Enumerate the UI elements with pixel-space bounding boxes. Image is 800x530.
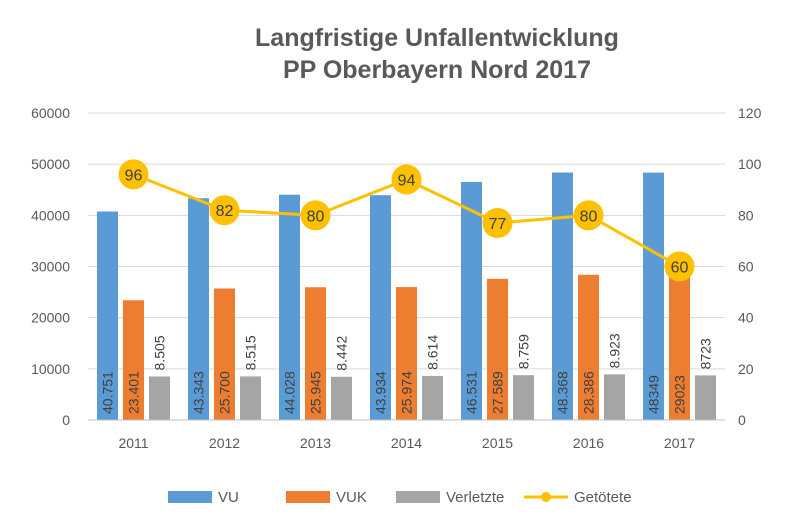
legend-swatch [396,491,440,503]
line-point [391,164,422,195]
y-axis-right: 0 20 40 60 80 100 120 [738,105,762,428]
bar [422,375,443,420]
point-value-label: 96 [125,167,143,184]
point-value-label: 82 [216,203,234,220]
legend-swatch [286,491,330,503]
line-point [482,208,513,239]
bar [643,172,664,420]
bar-value-label: 25.700 [217,371,233,414]
y2-tick-label: 60 [738,259,754,275]
legend-label: Getötete [574,489,632,506]
line-point [209,195,240,226]
line-point [573,200,604,231]
point-value-label: 80 [307,208,325,225]
bar-value-label: 8723 [698,338,714,369]
bar-value-label: 48.368 [555,371,571,414]
bar [149,376,170,420]
legend: VU VUK Verletzte Getötete [168,489,632,506]
bar-value-label: 25.974 [399,371,415,414]
line-point [300,200,331,231]
x-tick-label: 2015 [482,435,513,451]
bar-value-label: 48349 [646,375,662,414]
bar [461,181,482,420]
bar [97,211,118,420]
bar [396,287,417,420]
bar [669,271,690,420]
chart-title-group: Langfristige Unfallentwicklung PP Oberba… [255,24,619,84]
y-tick-label: 60000 [31,105,70,121]
bars [97,172,716,420]
y2-tick-label: 120 [738,105,762,121]
y-tick-label: 20000 [31,310,70,326]
bar-value-label: 28.386 [581,371,597,414]
x-tick-label: 2011 [118,435,148,451]
legend-label: VU [218,489,239,506]
legend-label: Verletzte [446,489,504,506]
x-tick-label: 2013 [300,435,331,451]
bar-value-label: 8.515 [243,335,259,370]
bar [214,288,235,420]
bar [123,300,144,420]
bar-value-label: 23.401 [126,371,142,414]
x-tick-label: 2014 [391,435,422,451]
y2-tick-label: 0 [738,412,746,428]
bar-value-label: 43.343 [191,371,207,414]
y-axis-left: 0 10000 20000 30000 40000 50000 60000 [31,105,70,428]
bar [695,375,716,420]
y-tick-label: 10000 [31,361,70,377]
bar-value-label: 25.945 [308,371,324,414]
point-value-label: 80 [580,208,598,225]
chart-title: Langfristige Unfallentwicklung [255,24,619,52]
bar-value-label: 8.505 [152,335,168,370]
legend-swatch-marker [541,492,551,502]
bar-value-label: 29023 [672,375,688,414]
chart-subtitle: PP Oberbayern Nord 2017 [283,56,591,84]
y-tick-label: 30000 [31,259,70,275]
bar [513,375,534,420]
bar [487,278,508,420]
y2-tick-label: 20 [738,361,754,377]
y-tick-label: 40000 [31,207,70,223]
bar [188,198,209,420]
x-axis: 2011 2012 2013 2014 2015 2016 2017 [88,419,725,451]
bar-value-label: 8.923 [607,333,623,368]
bar-value-label: 44.028 [282,371,298,414]
bar [240,376,261,420]
bar-value-label: 8.759 [516,334,532,369]
bar-value-label: 8.442 [334,336,350,371]
bar-value-label: 46.531 [464,371,480,414]
bar-value-label: 8.614 [425,335,441,370]
y2-tick-label: 80 [738,207,754,223]
y-tick-label: 0 [62,412,70,428]
y2-tick-label: 40 [738,310,754,326]
y-tick-label: 50000 [31,156,70,172]
point-value-label: 60 [671,260,689,277]
bar-value-label: 43.934 [373,371,389,414]
line-point [664,251,695,282]
point-value-label: 94 [398,173,416,190]
bar [370,195,391,420]
bar-value-label: 27.589 [490,371,506,414]
line-point [118,159,149,190]
x-tick-label: 2016 [573,435,604,451]
bar [305,287,326,420]
bar [279,194,300,420]
point-value-label: 77 [489,216,507,233]
legend-swatch [168,491,212,503]
y2-tick-label: 100 [738,156,762,172]
bar-labels: 40.751 23.401 8.505 43.343 25.700 8.515 44.028… [100,333,714,414]
bar [552,172,573,420]
legend-label: VUK [336,489,367,506]
bar-value-label: 40.751 [100,371,116,414]
x-tick-label: 2012 [209,435,240,451]
bar [604,374,625,420]
bar [578,274,599,420]
line-series: 96 82 80 94 77 80 60 [118,159,695,282]
bar [331,376,352,420]
x-tick-label: 2017 [664,435,695,451]
